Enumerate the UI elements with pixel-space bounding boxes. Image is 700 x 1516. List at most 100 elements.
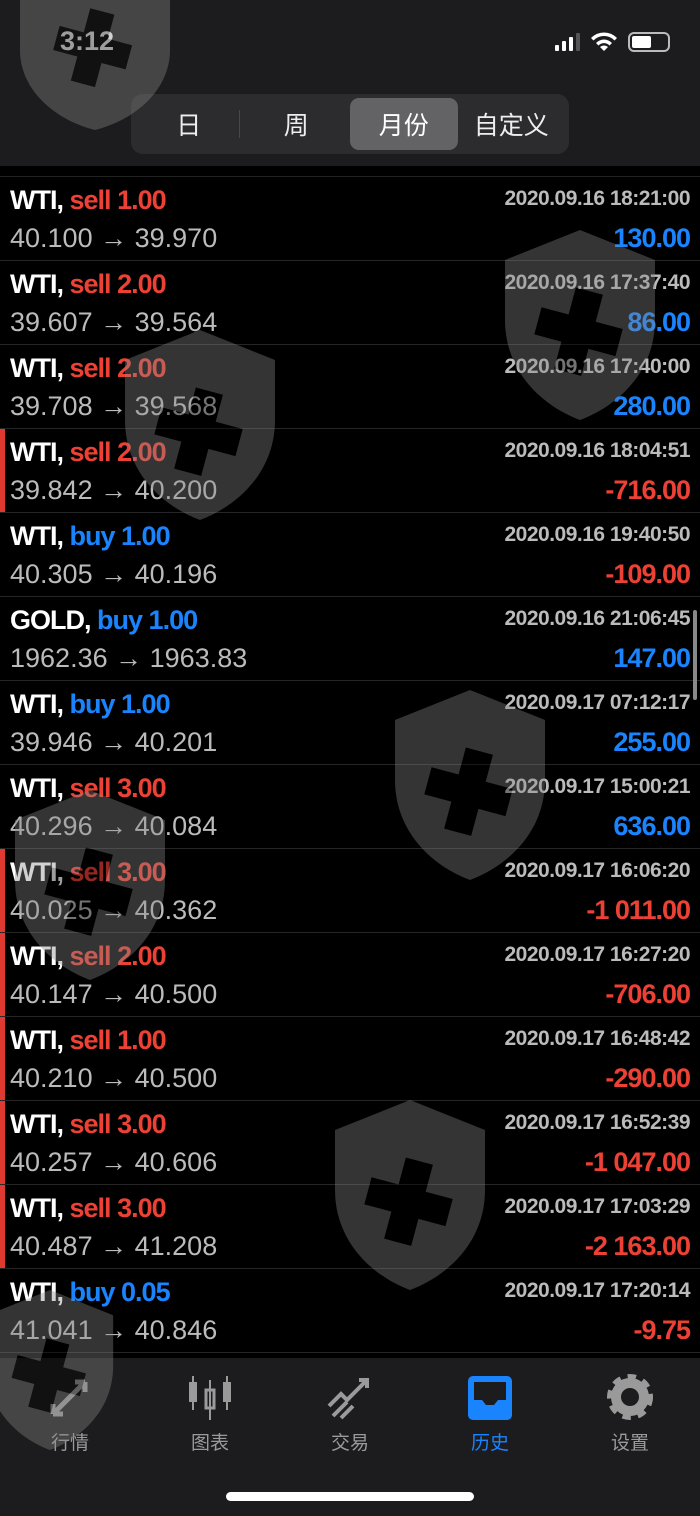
trade-symbol: WTI, — [10, 1277, 64, 1307]
trade-row[interactable]: WTI, sell 2.00 2020.09.16 18:04:51 39.84… — [0, 429, 700, 513]
trade-symbol: WTI, — [10, 773, 64, 803]
trade-side-label: sell — [69, 1109, 112, 1139]
trade-side-label: sell — [69, 269, 112, 299]
trade-title: WTI, sell 3.00 — [10, 1109, 167, 1140]
trade-side-label: sell — [69, 185, 112, 215]
trade-side: buy 1.00 — [70, 689, 171, 719]
arrow-right-icon: → — [100, 307, 128, 337]
trade-prices: 40.296 → 40.084 — [10, 811, 217, 842]
trade-side: sell 3.00 — [70, 773, 167, 803]
trade-time: 2020.09.16 17:40:00 — [504, 355, 691, 378]
trade-prices: 40.147 → 40.500 — [10, 979, 217, 1010]
trade-trend-icon — [327, 1378, 369, 1420]
trade-row[interactable]: WTI, buy 1.00 2020.09.16 19:40:50 40.305… — [0, 513, 700, 597]
segment-custom[interactable]: 自定义 — [473, 112, 549, 140]
close-price: 39.970 — [134, 223, 218, 253]
trade-row[interactable]: WTI, sell 2.00 2020.09.16 17:40:00 39.70… — [0, 345, 700, 429]
tab-bar: 行情 图表 交易 历史 设置 — [0, 1358, 700, 1516]
trade-profit: -109.00 — [605, 559, 691, 589]
header: 3:12 日 周 月份 自定义 — [0, 0, 700, 166]
trade-profit: -2 163.00 — [584, 1231, 691, 1261]
trade-side-label: sell — [69, 437, 112, 467]
trade-volume: 1.00 — [117, 1025, 167, 1055]
arrow-right-icon: → — [100, 979, 128, 1009]
close-price: 40.500 — [134, 979, 218, 1009]
trade-row[interactable]: WTI, sell 3.00 2020.09.17 15:00:21 40.29… — [0, 765, 700, 849]
trade-profit: -290.00 — [605, 1063, 691, 1093]
trade-history-list: WTI, sell 1.00 2020.09.16 18:21:00 40.10… — [0, 176, 700, 1353]
trade-profit: -1 011.00 — [586, 895, 691, 925]
trade-volume: 1.00 — [117, 185, 167, 215]
trade-title: WTI, buy 1.00 — [10, 521, 171, 552]
segment-month[interactable]: 月份 — [350, 98, 458, 150]
trade-volume: 3.00 — [117, 1193, 167, 1223]
trade-title: WTI, sell 1.00 — [10, 185, 167, 216]
tab-settings[interactable]: 设置 — [560, 1358, 700, 1516]
trade-row[interactable]: GOLD, buy 1.00 2020.09.16 21:06:45 1962.… — [0, 597, 700, 681]
tab-chart[interactable]: 图表 — [140, 1358, 280, 1516]
trade-title: WTI, sell 2.00 — [10, 269, 167, 300]
trade-symbol: WTI, — [10, 941, 64, 971]
close-price: 40.201 — [134, 727, 218, 757]
trade-profit: 147.00 — [613, 643, 691, 673]
open-price: 40.147 — [10, 979, 93, 1009]
arrow-right-icon: → — [100, 475, 128, 505]
trade-side-label: sell — [69, 857, 112, 887]
trade-row[interactable]: WTI, buy 0.05 2020.09.17 17:20:14 41.041… — [0, 1269, 700, 1353]
trade-side: sell 3.00 — [69, 1109, 167, 1139]
segment-week[interactable]: 周 — [283, 112, 309, 140]
home-indicator[interactable] — [226, 1492, 474, 1501]
tab-label: 设置 — [610, 1433, 649, 1454]
trade-side: buy 1.00 — [97, 605, 198, 635]
trade-side-label: sell — [69, 353, 112, 383]
open-price: 39.946 — [10, 727, 93, 757]
status-time: 3:12 — [60, 26, 115, 56]
period-segmented-control: 日 周 月份 自定义 — [131, 94, 569, 154]
trade-symbol: WTI, — [10, 521, 64, 551]
trade-side: buy 0.05 — [70, 1277, 171, 1307]
tab-quotes[interactable]: 行情 — [0, 1358, 140, 1516]
close-price: 41.208 — [134, 1231, 218, 1261]
open-price: 40.487 — [10, 1231, 93, 1261]
arrow-right-icon: → — [100, 223, 128, 253]
trade-row[interactable]: WTI, buy 1.00 2020.09.17 07:12:17 39.946… — [0, 681, 700, 765]
trade-row[interactable]: WTI, sell 1.00 2020.09.16 18:21:00 40.10… — [0, 177, 700, 261]
trade-row[interactable]: WTI, sell 2.00 2020.09.16 17:37:40 39.60… — [0, 261, 700, 345]
trade-time: 2020.09.17 16:27:20 — [504, 943, 691, 966]
trade-title: WTI, buy 1.00 — [10, 689, 171, 720]
close-price: 40.200 — [134, 475, 218, 505]
candlestick-chart-icon — [189, 1376, 231, 1420]
arrow-right-icon: → — [100, 727, 128, 757]
trade-volume: 3.00 — [117, 857, 167, 887]
close-price: 1963.83 — [149, 643, 248, 673]
trade-prices: 1962.36 → 1963.83 — [10, 643, 247, 674]
status-icons — [555, 32, 670, 52]
trade-time: 2020.09.17 16:48:42 — [504, 1027, 691, 1050]
tab-label: 图表 — [190, 1433, 229, 1454]
trade-row[interactable]: WTI, sell 3.00 2020.09.17 16:52:39 40.25… — [0, 1101, 700, 1185]
open-price: 40.305 — [10, 559, 93, 589]
trade-volume: 2.00 — [117, 437, 167, 467]
trade-side-label: sell — [69, 941, 112, 971]
trade-row[interactable]: WTI, sell 3.00 2020.09.17 16:06:20 40.02… — [0, 849, 700, 933]
tab-trade[interactable]: 交易 — [280, 1358, 420, 1516]
trade-time: 2020.09.17 16:06:20 — [504, 859, 691, 882]
segment-day[interactable]: 日 — [176, 112, 202, 140]
trade-row[interactable]: WTI, sell 1.00 2020.09.17 16:48:42 40.21… — [0, 1017, 700, 1101]
arrow-right-icon: → — [100, 811, 128, 841]
trade-side-label: buy — [69, 521, 116, 551]
trade-title: WTI, sell 3.00 — [10, 857, 167, 888]
scrollbar[interactable] — [693, 610, 697, 700]
trade-title: WTI, sell 2.00 — [10, 353, 167, 384]
tab-history[interactable]: 历史 — [420, 1358, 560, 1516]
trade-title: WTI, sell 2.00 — [10, 941, 167, 972]
settings-gear-icon — [607, 1374, 653, 1420]
trade-time: 2020.09.16 21:06:45 — [504, 607, 691, 630]
trade-time: 2020.09.16 17:37:40 — [504, 271, 691, 294]
arrow-right-icon: → — [100, 559, 128, 589]
trade-row[interactable]: WTI, sell 3.00 2020.09.17 17:03:29 40.48… — [0, 1185, 700, 1269]
trade-row[interactable]: WTI, sell 2.00 2020.09.17 16:27:20 40.14… — [0, 933, 700, 1017]
close-price: 40.362 — [134, 895, 218, 925]
trade-time: 2020.09.17 07:12:17 — [504, 691, 691, 714]
trade-profit: -716.00 — [605, 475, 691, 505]
